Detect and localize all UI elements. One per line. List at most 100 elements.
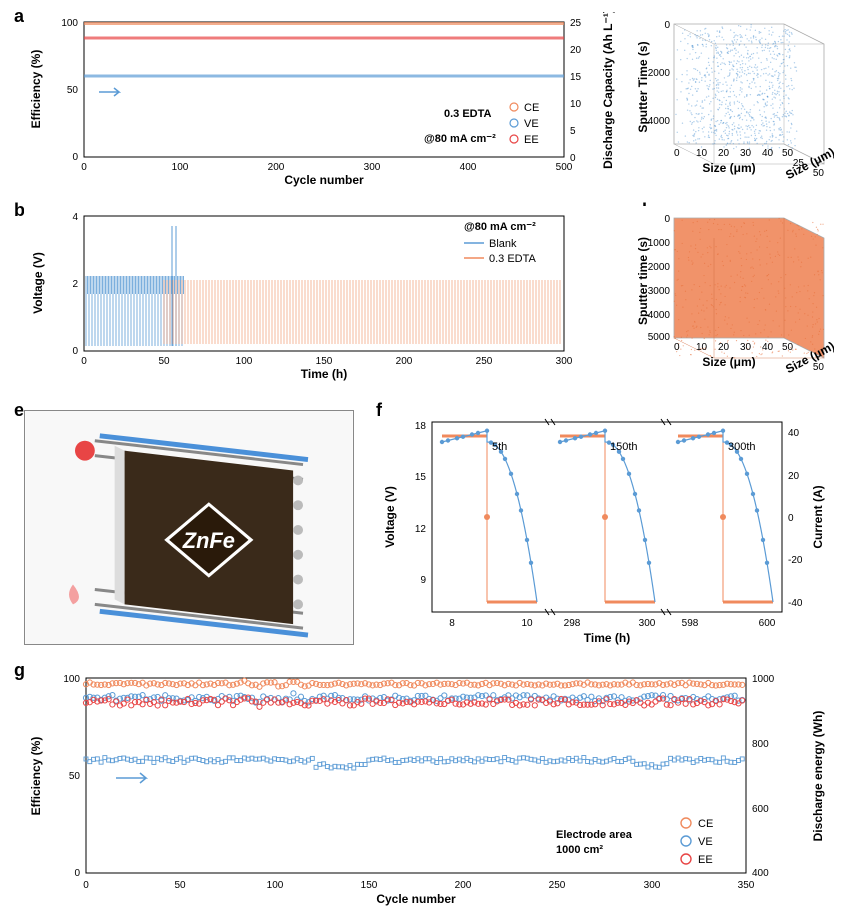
svg-text:Cycle number: Cycle number — [284, 173, 364, 187]
svg-text:Voltage (V): Voltage (V) — [31, 252, 45, 314]
svg-text:150th: 150th — [610, 441, 638, 453]
svg-text:15: 15 — [415, 472, 427, 483]
svg-text:150: 150 — [361, 880, 378, 891]
panel-a-anno1: 0.3 EDTA — [444, 108, 492, 120]
svg-text:CE: CE — [524, 102, 539, 114]
svg-text:150: 150 — [316, 356, 333, 367]
svg-text:15: 15 — [570, 72, 582, 83]
svg-text:8: 8 — [449, 618, 455, 629]
svg-text:Cycle number: Cycle number — [376, 892, 456, 906]
panel-g-chart: 100 50 0 1000 800 600 400 0 50 100 150 2… — [24, 666, 834, 906]
svg-text:100: 100 — [63, 674, 80, 685]
svg-text:2: 2 — [72, 279, 78, 290]
svg-text:Sputter Time (s): Sputter Time (s) — [636, 41, 650, 132]
svg-text:Discharge energy (Wh): Discharge energy (Wh) — [811, 711, 825, 842]
svg-text:Efficiency (%): Efficiency (%) — [29, 737, 43, 816]
svg-text:Size (μm): Size (μm) — [702, 355, 755, 369]
svg-text:9: 9 — [420, 575, 426, 586]
svg-text:10: 10 — [696, 148, 708, 159]
svg-text:40: 40 — [788, 428, 800, 439]
svg-text:Blank: Blank — [489, 238, 517, 250]
svg-text:10: 10 — [696, 342, 708, 353]
svg-text:400: 400 — [460, 162, 477, 173]
svg-text:25: 25 — [570, 18, 582, 29]
svg-text:20: 20 — [570, 45, 582, 56]
svg-text:500: 500 — [556, 162, 573, 173]
svg-text:1000 cm²: 1000 cm² — [556, 844, 603, 856]
svg-text:0: 0 — [664, 214, 670, 225]
svg-text:0: 0 — [72, 346, 78, 357]
svg-text:Electrode area: Electrode area — [556, 829, 633, 841]
panel-e-photo: ZnFe — [24, 410, 354, 645]
svg-text:EE: EE — [698, 854, 713, 866]
svg-text:400: 400 — [752, 868, 769, 879]
svg-text:Current (A): Current (A) — [811, 485, 825, 548]
svg-text:4000: 4000 — [648, 310, 671, 321]
svg-text:800: 800 — [752, 739, 769, 750]
svg-text:250: 250 — [476, 356, 493, 367]
svg-text:600: 600 — [752, 804, 769, 815]
svg-text:0: 0 — [83, 880, 89, 891]
svg-text:40: 40 — [762, 148, 774, 159]
svg-text:50: 50 — [782, 342, 794, 353]
svg-text:2000: 2000 — [648, 68, 671, 79]
svg-text:2000: 2000 — [648, 262, 671, 273]
svg-text:-40: -40 — [788, 598, 803, 609]
panel-f-chart: 9 12 15 18 40 20 0 -20 -40 8 10 298 300 … — [380, 410, 835, 645]
svg-text:100: 100 — [267, 880, 284, 891]
svg-text:10: 10 — [521, 618, 533, 629]
svg-text:300th: 300th — [728, 441, 756, 453]
svg-text:0: 0 — [74, 868, 80, 879]
panel-a-chart: 100 50 0 25 20 15 10 5 0 0 100 200 300 4… — [24, 12, 624, 187]
svg-text:0: 0 — [664, 20, 670, 31]
svg-text:200: 200 — [396, 356, 413, 367]
svg-text:CE: CE — [698, 818, 713, 830]
svg-text:10: 10 — [570, 99, 582, 110]
svg-text:EE: EE — [524, 134, 539, 146]
svg-text:Time (h): Time (h) — [301, 367, 347, 381]
svg-text:30: 30 — [740, 148, 752, 159]
svg-text:0: 0 — [81, 162, 87, 173]
svg-text:20: 20 — [788, 471, 800, 482]
panel-a-anno2: @80 mA cm⁻² — [424, 133, 496, 145]
panel-e-label: e — [14, 400, 24, 421]
svg-text:Discharge Capacity (Ah L⁻¹): Discharge Capacity (Ah L⁻¹) — [601, 12, 615, 169]
svg-text:4000: 4000 — [648, 116, 671, 127]
svg-text:50: 50 — [67, 85, 79, 96]
panel-d-chart: 0 1000 2000 3000 4000 5000 0 10 20 30 40… — [634, 206, 834, 386]
svg-text:100: 100 — [172, 162, 189, 173]
svg-text:200: 200 — [455, 880, 472, 891]
svg-text:VE: VE — [698, 836, 713, 848]
svg-text:50: 50 — [782, 148, 794, 159]
svg-text:50: 50 — [813, 168, 825, 179]
svg-text:VE: VE — [524, 118, 539, 130]
svg-text:300: 300 — [556, 356, 573, 367]
svg-text:598: 598 — [682, 618, 699, 629]
svg-text:Voltage (V): Voltage (V) — [383, 486, 397, 548]
svg-text:50: 50 — [813, 362, 825, 373]
svg-text:-20: -20 — [788, 555, 803, 566]
svg-text:300: 300 — [644, 880, 661, 891]
svg-text:0: 0 — [72, 152, 78, 163]
panel-c-chart: 0 2000 4000 0 10 20 30 40 50 50 25 Sputt… — [634, 12, 834, 192]
svg-text:30: 30 — [740, 342, 752, 353]
svg-text:298: 298 — [564, 618, 581, 629]
svg-text:20: 20 — [718, 148, 730, 159]
svg-text:0: 0 — [81, 356, 87, 367]
svg-text:5000: 5000 — [648, 332, 671, 343]
svg-text:100: 100 — [61, 18, 78, 29]
svg-text:3000: 3000 — [648, 286, 671, 297]
svg-text:Sputter time (s): Sputter time (s) — [636, 237, 650, 325]
svg-text:Size (μm): Size (μm) — [702, 161, 755, 175]
panel-b-chart: 4 2 0 0 50 100 150 200 250 300 @80 mA cm… — [24, 206, 624, 381]
svg-text:350: 350 — [738, 880, 755, 891]
svg-text:300: 300 — [364, 162, 381, 173]
svg-text:50: 50 — [69, 771, 81, 782]
svg-text:0: 0 — [788, 513, 794, 524]
panel-a-label: a — [14, 6, 24, 27]
svg-text:@80 mA cm⁻²: @80 mA cm⁻² — [464, 221, 536, 233]
svg-text:18: 18 — [415, 421, 427, 432]
svg-text:300: 300 — [639, 618, 656, 629]
svg-text:50: 50 — [158, 356, 170, 367]
svg-text:ZnFe: ZnFe — [182, 528, 235, 553]
